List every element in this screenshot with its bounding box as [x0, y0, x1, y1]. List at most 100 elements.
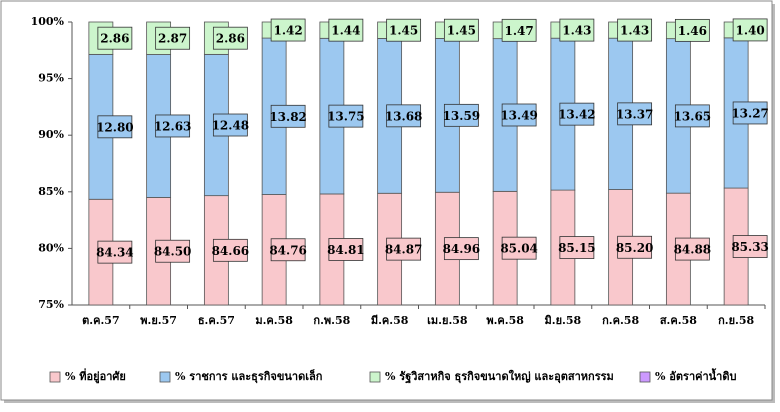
value-label-box [501, 236, 537, 260]
value-label: 84.34 [96, 246, 134, 260]
x-tick-label: พ.ค.58 [486, 314, 524, 327]
value-label: 84.96 [443, 242, 481, 256]
value-label-box [443, 18, 479, 42]
value-label: 84.50 [154, 245, 192, 259]
value-label-box [97, 240, 133, 264]
x-tick-label: ธ.ค.57 [198, 314, 235, 327]
legend-swatch [369, 371, 381, 383]
value-label: 84.76 [269, 243, 307, 257]
x-tick-label: ก.ย.58 [718, 314, 754, 327]
value-label: 13.82 [269, 110, 307, 124]
value-label: 1.40 [736, 23, 765, 37]
value-label: 84.87 [385, 243, 423, 257]
value-label: 1.47 [505, 24, 534, 38]
value-label: 12.63 [154, 119, 192, 133]
value-label-box [155, 114, 191, 138]
value-label-box [732, 18, 768, 42]
value-label-box [559, 236, 595, 259]
legend-label: % ราชการ และธุรกิจขนาดเล็ก [175, 369, 323, 384]
legend-swatch [49, 371, 61, 383]
value-label-box [559, 18, 595, 42]
legend-label: % รัฐวิสาหกิจ ธุรกิจขนาดใหญ่ และอุตสาหกร… [385, 369, 614, 384]
value-label: 84.88 [674, 243, 712, 257]
value-label-box [155, 239, 191, 263]
value-label-box [97, 115, 133, 139]
y-tick-label: 100% [31, 15, 65, 28]
value-label-box [443, 103, 479, 127]
value-label: 84.66 [212, 244, 250, 258]
legend-label: % ที่อยู่อาศัย [65, 368, 126, 384]
value-label-box [674, 104, 710, 128]
value-label-box [270, 238, 306, 262]
value-label: 13.75 [327, 110, 365, 124]
value-label: 13.65 [674, 109, 712, 123]
value-label: 85.15 [558, 241, 596, 255]
y-tick-label: 75% [38, 298, 64, 311]
value-label: 13.42 [558, 108, 596, 122]
value-label: 1.42 [274, 24, 303, 38]
value-label: 85.04 [500, 242, 538, 256]
value-label-box [212, 26, 248, 50]
x-tick-label: พ.ย.57 [140, 314, 177, 327]
x-tick-label: มิ.ย.58 [545, 314, 582, 327]
value-label-box [443, 237, 479, 261]
value-label-box [328, 18, 364, 42]
value-label: 13.68 [385, 109, 423, 123]
value-label-box [732, 235, 768, 258]
value-label-box [386, 237, 422, 261]
value-label: 13.49 [500, 108, 538, 122]
value-label-box [270, 104, 306, 128]
value-label-box [674, 237, 710, 261]
value-label: 1.44 [331, 24, 360, 38]
value-label: 1.43 [562, 24, 591, 38]
value-label-box [212, 113, 248, 137]
value-label: 2.87 [158, 32, 187, 46]
y-tick-label: 85% [38, 185, 64, 198]
value-label-box [386, 104, 422, 128]
value-label-box [386, 18, 422, 42]
y-tick-label: 95% [38, 72, 64, 85]
value-label: 1.45 [447, 24, 476, 38]
value-label-box [501, 103, 537, 127]
y-tick-label: 90% [38, 128, 64, 141]
value-label: 85.20 [616, 241, 654, 255]
value-label-box [559, 102, 595, 126]
value-label: 84.81 [327, 243, 365, 257]
value-label-box [328, 104, 364, 128]
y-tick-label: 80% [38, 241, 64, 254]
value-label: 2.86 [100, 32, 129, 46]
legend-label: % อัตราค่าน้ำดิบ [655, 368, 736, 383]
value-label: 12.48 [212, 119, 250, 133]
x-tick-label: ก.ค.58 [602, 314, 639, 327]
value-label-box [97, 26, 133, 50]
value-label: 13.59 [443, 109, 481, 123]
value-label: 85.33 [731, 240, 769, 254]
value-label-box [328, 238, 364, 261]
value-label-box [617, 235, 653, 259]
value-label-box [501, 18, 537, 42]
value-label-box [732, 101, 768, 125]
value-label-box [212, 238, 248, 262]
value-label: 1.45 [389, 24, 418, 38]
x-tick-label: ส.ค.58 [660, 314, 697, 327]
value-label: 13.37 [616, 107, 654, 121]
value-label: 13.27 [731, 106, 769, 120]
value-label: 2.86 [216, 32, 245, 46]
x-tick-label: ม.ค.58 [255, 314, 293, 327]
value-label-box [155, 26, 191, 50]
value-label: 1.46 [678, 24, 707, 38]
x-tick-label: เม.ย.58 [427, 314, 468, 327]
value-label: 1.43 [620, 24, 649, 38]
value-label: 12.80 [96, 120, 134, 134]
legend-swatch [159, 371, 171, 383]
x-tick-label: ต.ค.57 [82, 314, 119, 327]
value-label-box [674, 18, 710, 42]
x-tick-label: ก.พ.58 [313, 314, 350, 327]
x-tick-label: มี.ค.58 [371, 314, 409, 327]
value-label-box [270, 18, 306, 42]
value-label-box [617, 18, 653, 42]
legend-swatch [639, 371, 651, 383]
value-label-box [617, 102, 653, 126]
